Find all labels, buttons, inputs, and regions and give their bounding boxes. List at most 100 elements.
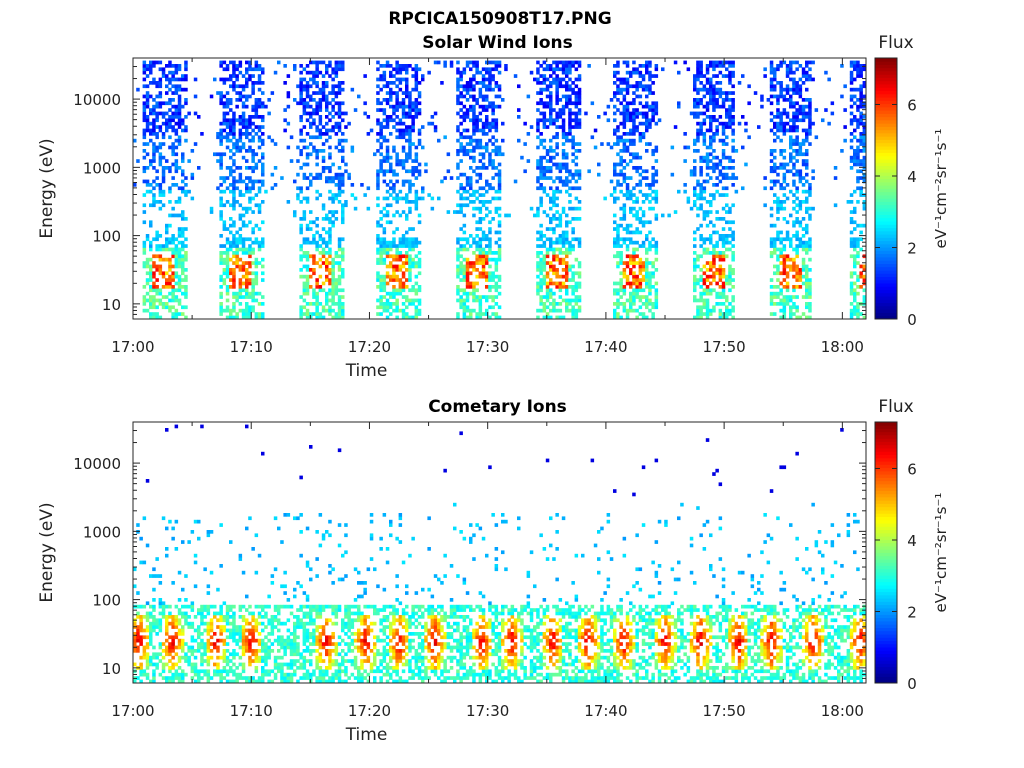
heatmap-cell <box>459 254 463 259</box>
heatmap-cell <box>481 274 486 279</box>
heatmap-cell <box>565 305 569 310</box>
heatmap-cell <box>421 145 425 150</box>
heatmap-cell <box>613 172 617 177</box>
heatmap-cell <box>558 77 563 82</box>
heatmap-cell <box>385 264 390 269</box>
heatmap-cell <box>181 77 185 82</box>
heatmap-cell <box>561 108 566 112</box>
heatmap-cell <box>379 251 383 255</box>
heatmap-cell <box>395 193 399 197</box>
heatmap-cell <box>174 213 179 218</box>
heatmap-cell <box>382 64 387 68</box>
heatmap-cell <box>632 70 636 75</box>
heatmap-cell <box>811 77 815 82</box>
heatmap-cell <box>696 138 700 143</box>
heatmap-cell <box>405 237 409 242</box>
heatmap-cell <box>574 142 579 146</box>
heatmap-cell <box>568 179 572 184</box>
heatmap-cell <box>849 138 854 143</box>
heatmap-cell <box>312 74 316 78</box>
heatmap-cell <box>574 302 579 306</box>
heatmap-cell <box>257 240 262 245</box>
heatmap-cell <box>325 298 329 303</box>
heatmap-cell <box>577 206 582 211</box>
heatmap-cell <box>497 247 502 252</box>
heatmap-cell <box>385 240 390 245</box>
heatmap-cell <box>542 145 547 150</box>
heatmap-cell <box>171 291 175 296</box>
heatmap-cell <box>555 254 559 259</box>
heatmap-cell <box>561 152 566 157</box>
heatmap-cell <box>491 196 495 201</box>
heatmap-cell <box>245 312 249 316</box>
heatmap-cell <box>699 132 703 136</box>
heatmap-cell <box>325 179 329 184</box>
heatmap-cell <box>696 281 700 286</box>
heatmap-cell <box>475 115 479 119</box>
heatmap-cell <box>337 302 342 306</box>
heatmap-cell <box>149 240 153 245</box>
heatmap-cell <box>337 261 342 265</box>
heatmap-cell <box>376 278 380 282</box>
heatmap-cell <box>190 172 195 177</box>
heatmap-cell <box>238 302 243 306</box>
heatmap-cell <box>219 64 223 68</box>
heatmap-cell <box>773 247 777 252</box>
heatmap-cell <box>149 278 153 282</box>
heatmap-cell <box>811 60 815 65</box>
heatmap-cell <box>654 298 659 303</box>
heatmap-cell <box>520 155 524 160</box>
heatmap-cell <box>497 196 502 201</box>
heatmap-cell <box>411 74 415 78</box>
heatmap-cell <box>549 64 553 68</box>
heatmap-cell <box>798 142 803 146</box>
heatmap-cell <box>235 230 239 235</box>
heatmap-cell <box>299 254 303 259</box>
heatmap-cell <box>795 118 799 123</box>
heatmap-cell <box>161 179 166 184</box>
heatmap-cell <box>501 98 505 102</box>
heatmap-cell <box>459 135 463 140</box>
heatmap-cell <box>741 186 745 191</box>
heatmap-cell <box>257 179 262 184</box>
heatmap-cell <box>789 101 793 106</box>
heatmap-cell <box>341 172 345 177</box>
heatmap-cell <box>222 118 227 123</box>
heatmap-cell <box>779 186 783 191</box>
heatmap-cell <box>849 111 854 116</box>
heatmap-cell <box>363 101 367 106</box>
heatmap-cell <box>376 247 380 252</box>
heatmap-cell <box>395 70 399 75</box>
heatmap-cell <box>481 234 486 238</box>
heatmap-cell <box>382 237 387 242</box>
heatmap-cell <box>785 281 790 286</box>
heatmap-cell <box>782 312 787 316</box>
heatmap-cell <box>408 135 412 140</box>
heatmap-cell <box>417 138 422 143</box>
heatmap-cell <box>635 166 639 170</box>
heatmap-cell <box>459 186 463 191</box>
heatmap-cell <box>232 291 236 296</box>
heatmap-cell <box>497 145 502 150</box>
heatmap-cell <box>638 138 643 143</box>
heatmap-cell <box>328 305 332 310</box>
heatmap-cell <box>555 64 559 68</box>
heatmap-cell <box>222 77 227 82</box>
heatmap-cell <box>385 149 390 153</box>
heatmap-cell <box>401 271 406 276</box>
heatmap-cell <box>574 186 579 191</box>
heatmap-cell <box>632 230 636 235</box>
heatmap-cell <box>622 77 627 82</box>
heatmap-cell <box>353 196 358 201</box>
heatmap-cell <box>779 115 783 119</box>
heatmap-cell <box>385 159 390 163</box>
heatmap-cell <box>245 288 249 293</box>
heatmap-cell <box>235 298 239 303</box>
heatmap-cell <box>229 172 233 177</box>
heatmap-cell <box>149 121 153 126</box>
heatmap-cell <box>629 111 633 116</box>
heatmap-cell <box>485 132 489 136</box>
heatmap-cell <box>571 135 575 140</box>
heatmap-cell <box>149 67 153 72</box>
heatmap-cell <box>635 125 639 129</box>
